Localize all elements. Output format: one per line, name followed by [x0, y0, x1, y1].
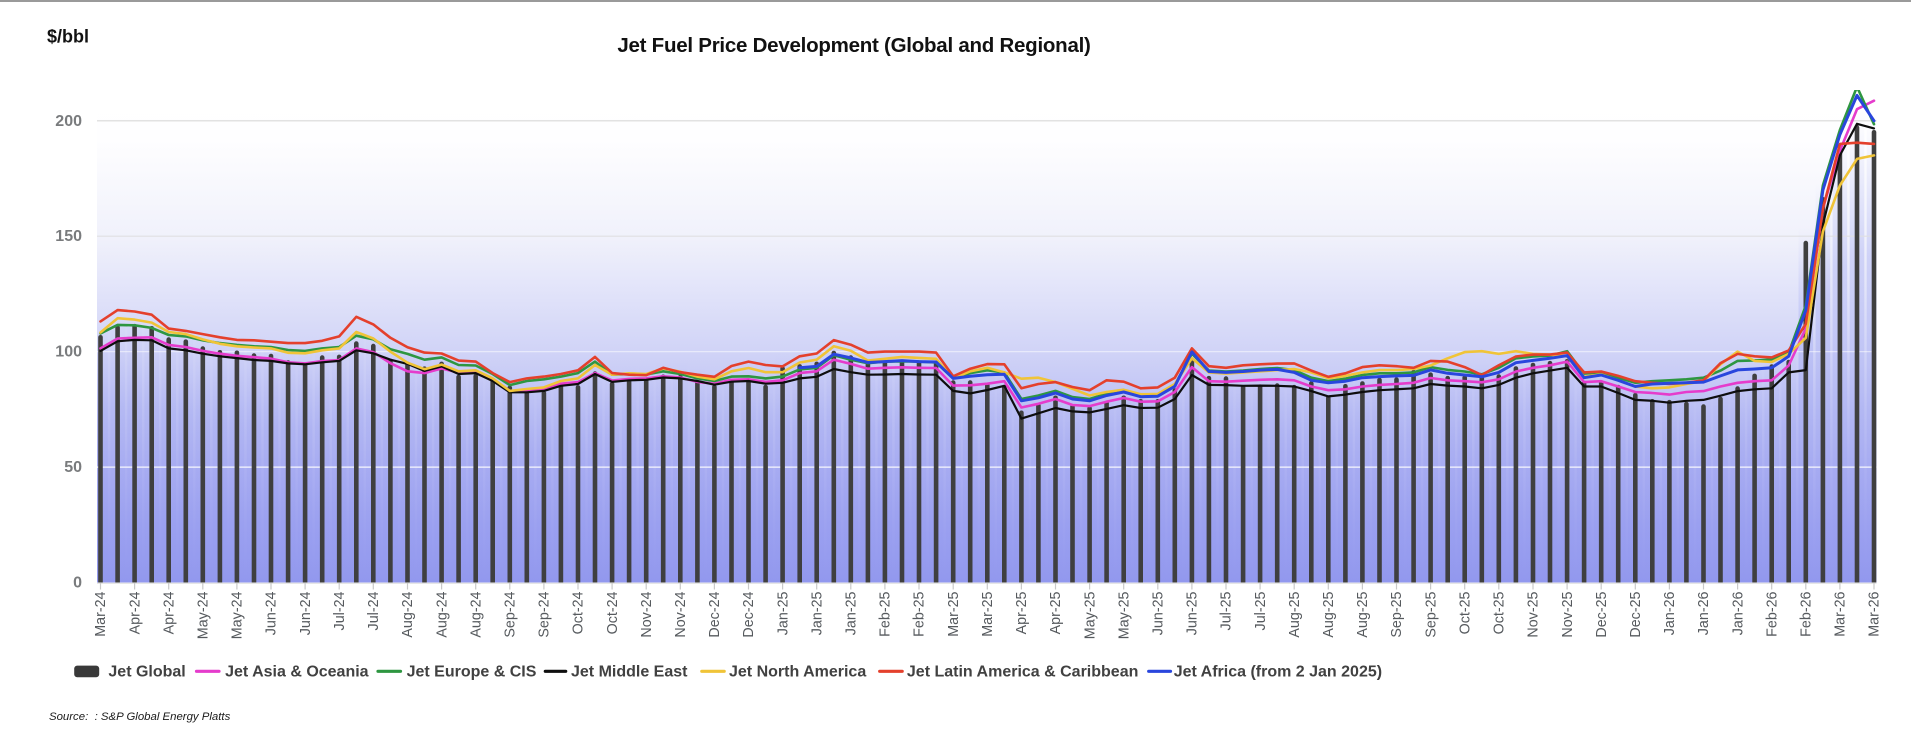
svg-text:Apr-25: Apr-25: [1048, 591, 1064, 634]
svg-text:$/bbl: $/bbl: [47, 27, 89, 47]
svg-text:Aug-25: Aug-25: [1287, 591, 1303, 637]
svg-text:Aug-25: Aug-25: [1321, 591, 1337, 637]
svg-text:Nov-25: Nov-25: [1560, 591, 1576, 637]
svg-text:Jet Europe & CIS: Jet Europe & CIS: [407, 664, 537, 681]
svg-text:Jan-25: Jan-25: [775, 591, 791, 635]
svg-text:Jan-26: Jan-26: [1662, 591, 1678, 635]
svg-text:Sep-24: Sep-24: [503, 591, 519, 637]
svg-text:Nov-24: Nov-24: [673, 591, 689, 637]
svg-text:Feb-26: Feb-26: [1799, 591, 1815, 636]
svg-text:Dec-24: Dec-24: [741, 591, 757, 637]
svg-text:Oct-24: Oct-24: [605, 591, 621, 634]
svg-text:Source: : S&P Global Energy P: Source: : S&P Global Energy Platts: [49, 711, 231, 723]
svg-text:Mar-24: Mar-24: [93, 591, 109, 636]
svg-text:May-25: May-25: [1082, 591, 1098, 639]
svg-text:Jun-25: Jun-25: [1185, 591, 1201, 635]
svg-text:Oct-25: Oct-25: [1492, 591, 1508, 634]
svg-text:May-25: May-25: [1116, 591, 1132, 639]
svg-text:Jet Africa (from 2 Jan 2025): Jet Africa (from 2 Jan 2025): [1174, 664, 1382, 681]
svg-text:Mar-26: Mar-26: [1867, 591, 1883, 636]
svg-text:Jul-24: Jul-24: [366, 591, 382, 630]
svg-text:Feb-26: Feb-26: [1764, 591, 1780, 636]
svg-text:Mar-26: Mar-26: [1833, 591, 1849, 636]
svg-text:Sep-25: Sep-25: [1389, 591, 1405, 637]
svg-text:Jet Latin America & Caribbean: Jet Latin America & Caribbean: [907, 664, 1138, 681]
svg-text:Jan-25: Jan-25: [844, 591, 860, 635]
svg-text:Apr-25: Apr-25: [1014, 591, 1030, 634]
svg-text:Oct-24: Oct-24: [571, 591, 587, 634]
svg-text:Jet North America: Jet North America: [729, 664, 866, 681]
svg-text:200: 200: [55, 113, 82, 130]
svg-text:May-24: May-24: [230, 591, 246, 639]
svg-text:Jul-25: Jul-25: [1219, 591, 1235, 630]
svg-text:Nov-25: Nov-25: [1526, 591, 1542, 637]
svg-text:Jet Asia & Oceania: Jet Asia & Oceania: [225, 664, 369, 681]
svg-text:Dec-25: Dec-25: [1628, 591, 1644, 637]
svg-text:Jan-25: Jan-25: [809, 591, 825, 635]
svg-text:Mar-25: Mar-25: [946, 591, 962, 636]
svg-text:0: 0: [73, 575, 82, 592]
svg-text:Jul-24: Jul-24: [332, 591, 348, 630]
svg-text:May-24: May-24: [196, 591, 212, 639]
svg-text:Jun-24: Jun-24: [264, 591, 280, 635]
svg-text:Jul-25: Jul-25: [1253, 591, 1269, 630]
svg-text:Jun-25: Jun-25: [1151, 591, 1167, 635]
svg-text:100: 100: [55, 344, 82, 361]
svg-text:Sep-25: Sep-25: [1423, 591, 1439, 637]
svg-text:Aug-24: Aug-24: [400, 591, 416, 637]
svg-text:150: 150: [55, 228, 82, 245]
svg-text:Jet Fuel Price Development (Gl: Jet Fuel Price Development (Global and R…: [617, 34, 1090, 57]
svg-text:Mar-25: Mar-25: [980, 591, 996, 636]
svg-text:Jet Global: Jet Global: [108, 664, 185, 681]
svg-text:Jan-26: Jan-26: [1696, 591, 1712, 635]
svg-text:Apr-24: Apr-24: [127, 591, 143, 634]
svg-text:Sep-24: Sep-24: [537, 591, 553, 637]
svg-text:Apr-24: Apr-24: [161, 591, 177, 634]
svg-text:Aug-24: Aug-24: [468, 591, 484, 637]
svg-text:Jun-24: Jun-24: [298, 591, 314, 635]
svg-text:Jet Middle East: Jet Middle East: [571, 664, 688, 681]
svg-text:50: 50: [64, 459, 82, 476]
svg-text:Jan-26: Jan-26: [1730, 591, 1746, 635]
svg-text:Oct-25: Oct-25: [1457, 591, 1473, 634]
svg-text:Dec-25: Dec-25: [1594, 591, 1610, 637]
svg-text:Aug-25: Aug-25: [1355, 591, 1371, 637]
svg-text:Aug-24: Aug-24: [434, 591, 450, 637]
svg-text:Feb-25: Feb-25: [878, 591, 894, 636]
svg-text:Dec-24: Dec-24: [707, 591, 723, 637]
svg-text:Feb-25: Feb-25: [912, 591, 928, 636]
svg-text:Nov-24: Nov-24: [639, 591, 655, 637]
